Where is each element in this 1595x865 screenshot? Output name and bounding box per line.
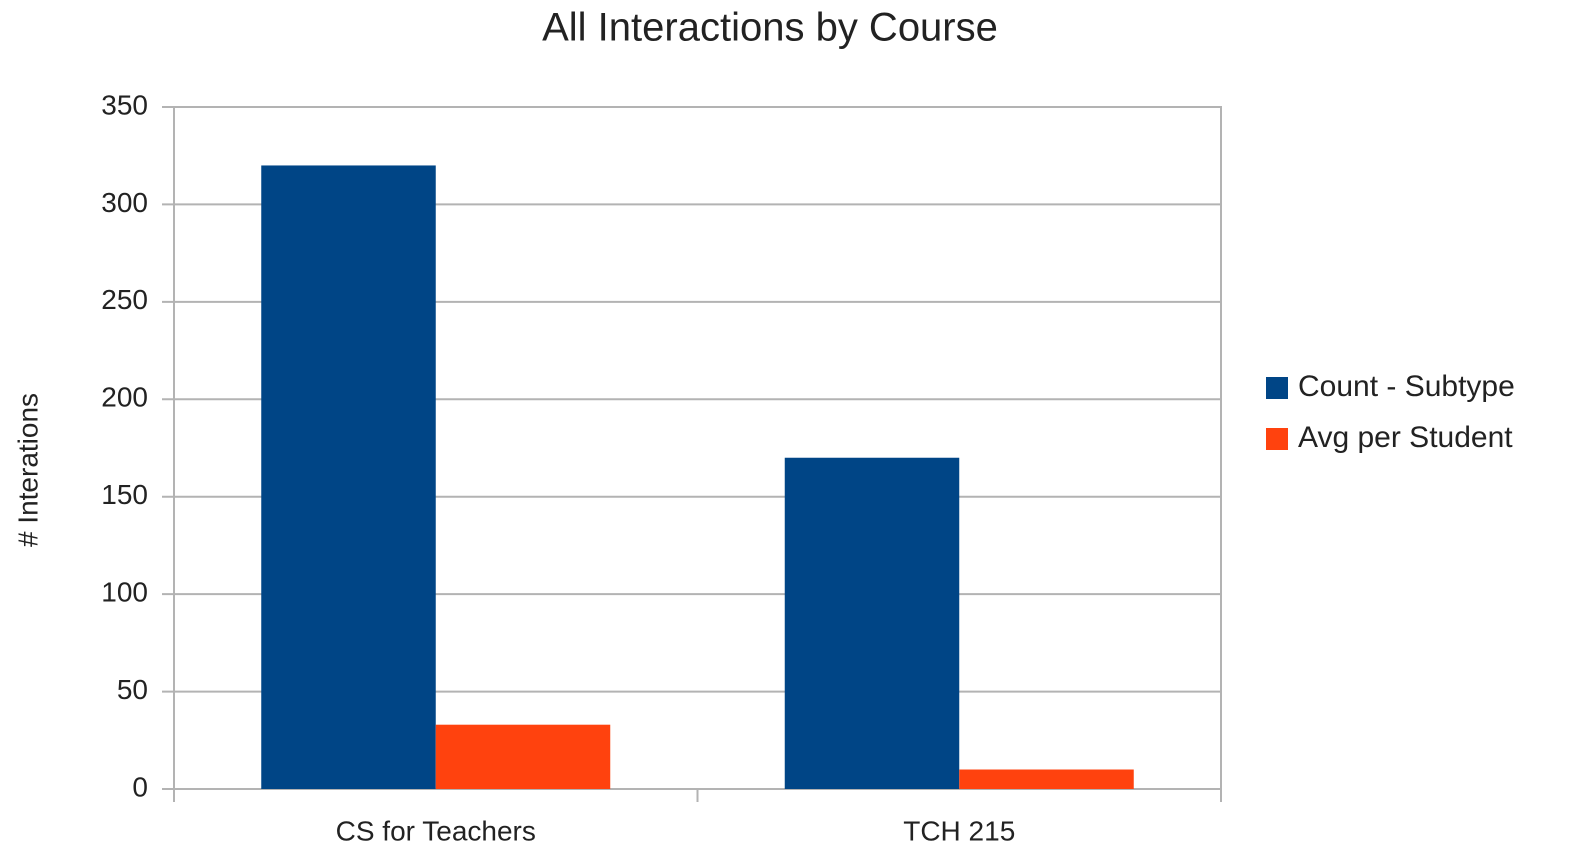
y-tick-label: 150: [101, 479, 148, 510]
y-tick-label: 200: [101, 382, 148, 413]
y-tick-label: 0: [132, 771, 148, 802]
y-tick-label: 300: [101, 187, 148, 218]
bar: [435, 724, 611, 789]
x-tick-label: CS for Teachers: [336, 815, 536, 846]
legend-swatch: [1266, 377, 1288, 399]
chart-title: All Interactions by Course: [542, 6, 998, 50]
bar: [959, 769, 1134, 789]
legend-label: Count - Subtype: [1298, 370, 1515, 403]
y-tick-label: 250: [101, 284, 148, 315]
bar: [261, 165, 436, 789]
y-tick-label: 350: [101, 89, 148, 120]
bar: [784, 457, 960, 789]
legend-label: Avg per Student: [1298, 421, 1513, 454]
legend-swatch: [1266, 428, 1288, 450]
y-tick-label: 50: [117, 674, 148, 705]
x-tick-label: TCH 215: [903, 815, 1015, 846]
y-axis-label: # Interations: [12, 393, 43, 547]
y-tick-label: 100: [101, 577, 148, 608]
